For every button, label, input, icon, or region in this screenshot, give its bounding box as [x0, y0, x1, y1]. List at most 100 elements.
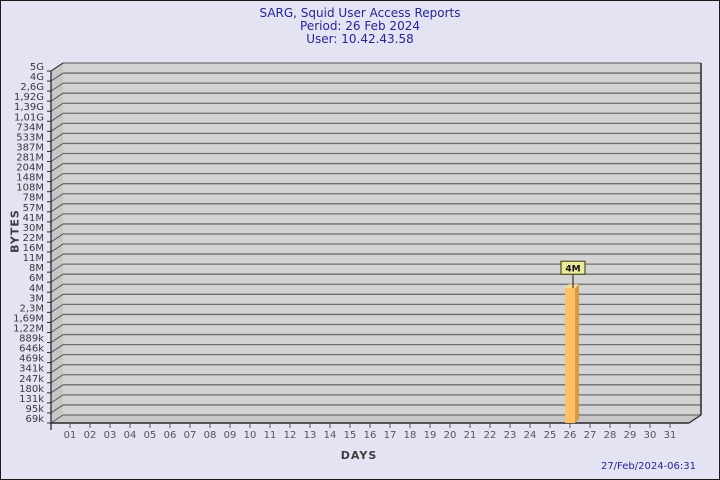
- y-axis-tick-label: 148M: [16, 173, 44, 184]
- wall-gridline: [50, 183, 64, 193]
- wall-gridline: [50, 203, 64, 213]
- y-axis-tick-label: 131k: [19, 394, 44, 405]
- x-axis-tick-label: 02: [84, 430, 97, 441]
- wall-gridline: [50, 193, 64, 203]
- y-axis-tick-label: 11M: [23, 253, 44, 264]
- y-axis-tick-label: 533M: [16, 132, 44, 143]
- y-axis-tick-label: 4M: [29, 283, 44, 294]
- wall-gridline: [50, 82, 64, 92]
- wall-gridline: [50, 324, 64, 333]
- y-axis-tick-label: 22M: [23, 233, 44, 244]
- y-axis-tick-label: 69k: [25, 414, 44, 425]
- y-axis-tick-label: 78M: [23, 193, 44, 204]
- x-axis-tick-label: 08: [204, 430, 217, 441]
- wall-gridline: [50, 283, 64, 293]
- y-axis-tick-label: 1,39G: [14, 102, 44, 113]
- x-axis-tick-label: 06: [164, 430, 177, 441]
- x-axis-tick-label: 05: [144, 430, 157, 441]
- bar-value-label: 4M: [565, 264, 580, 274]
- wall-gridline: [50, 293, 64, 303]
- wall-gridline: [50, 143, 64, 152]
- report-period: Period: 26 Feb 2024: [300, 19, 420, 33]
- y-axis-tick-label: 1,01G: [14, 112, 44, 123]
- plot-floor: [51, 415, 701, 423]
- wall-gridline: [50, 72, 64, 82]
- wall-gridline: [50, 233, 64, 243]
- wall-gridline: [50, 303, 64, 313]
- wall-gridline: [50, 253, 64, 263]
- wall-gridline: [50, 122, 64, 132]
- y-axis-tick-label: 180k: [19, 384, 44, 395]
- y-axis-tick-label: 3M: [29, 293, 44, 304]
- y-axis-tick-label: 95k: [25, 404, 44, 415]
- y-axis-tick-label: 41M: [23, 213, 44, 224]
- y-axis-tick-label: 6M: [29, 273, 44, 284]
- wall-gridline: [50, 173, 64, 183]
- y-axis-tick-label: 30M: [23, 223, 44, 234]
- x-axis-tick-label: 12: [284, 430, 297, 441]
- bar-front-face: [565, 288, 575, 423]
- x-axis-tick-label: 04: [124, 430, 137, 441]
- x-axis-tick-label: 29: [624, 430, 637, 441]
- wall-top-edge: [50, 62, 64, 72]
- wall-gridline: [50, 213, 64, 223]
- y-axis-tick-label: 646k: [19, 344, 44, 355]
- x-axis-tick-label: 23: [504, 430, 517, 441]
- x-axis-tick-label: 31: [664, 430, 677, 441]
- x-axis-tick-label: 01: [64, 430, 77, 441]
- x-axis-tick-label: 17: [384, 430, 397, 441]
- y-axis-tick-label: 4G: [30, 72, 44, 83]
- wall-gridline: [50, 132, 64, 142]
- x-axis-tick-label: 27: [584, 430, 597, 441]
- y-axis-tick-label: 16M: [23, 243, 44, 254]
- chart-header: SARG, Squid User Access Reports Period: …: [1, 7, 719, 46]
- y-axis-tick-label: 387M: [16, 142, 44, 153]
- x-axis-tick-label: 07: [184, 430, 197, 441]
- wall-gridline: [50, 364, 64, 374]
- generation-timestamp: 27/Feb/2024-06:31: [600, 461, 696, 472]
- wall-gridline: [50, 414, 64, 424]
- x-axis-tick-label: 28: [604, 430, 617, 441]
- x-axis-tick-label: 26: [564, 430, 577, 441]
- y-axis-tick-label: 8M: [29, 263, 44, 274]
- x-axis-tick-label: 14: [324, 430, 337, 441]
- wall-gridline: [50, 102, 64, 112]
- wall-gridline: [50, 243, 64, 253]
- x-axis-tick-label: 21: [464, 430, 477, 441]
- x-axis-title: DAYS: [340, 449, 378, 462]
- y-axis-tick-label: 281M: [16, 153, 44, 164]
- x-axis-tick-label: 24: [524, 430, 537, 441]
- x-axis-tick-label: 03: [104, 430, 117, 441]
- x-axis-tick-label: 15: [344, 430, 357, 441]
- x-axis-tick-label: 18: [404, 430, 417, 441]
- wall-gridline: [50, 384, 64, 394]
- floor-right-edge: [688, 414, 702, 424]
- bar-value-flag: [560, 260, 586, 275]
- wall-gridline: [50, 314, 64, 323]
- y-axis-tick-label: 889k: [19, 334, 44, 345]
- x-axis-tick-label: 13: [304, 430, 317, 441]
- plot-left-wall: [51, 63, 63, 423]
- wall-gridline: [50, 153, 64, 162]
- y-axis-tick-label: 2,6G: [20, 82, 44, 93]
- x-axis-tick-label: 30: [644, 430, 657, 441]
- wall-gridline: [50, 394, 64, 404]
- wall-gridline: [50, 334, 64, 343]
- y-axis-tick-label: 2,3M: [19, 303, 44, 314]
- y-axis-tick-label: 5G: [30, 62, 44, 73]
- y-axis-tick-label: 1,69M: [13, 313, 44, 324]
- wall-gridline: [50, 273, 64, 283]
- bar-side-face: [575, 284, 579, 423]
- report-user: User: 10.42.43.58: [306, 32, 414, 46]
- x-axis-tick-label: 22: [484, 430, 497, 441]
- x-axis-tick-label: 16: [364, 430, 377, 441]
- y-axis-tick-label: 1,92G: [14, 92, 44, 103]
- bar-top-face: [565, 284, 579, 289]
- wall-gridline: [50, 344, 64, 354]
- y-axis-tick-label: 1,22M: [13, 323, 44, 334]
- wall-gridline: [50, 112, 64, 122]
- x-axis-tick-label: 11: [264, 430, 277, 441]
- plot-back-wall: [63, 63, 701, 415]
- x-axis-tick-label: 25: [544, 430, 557, 441]
